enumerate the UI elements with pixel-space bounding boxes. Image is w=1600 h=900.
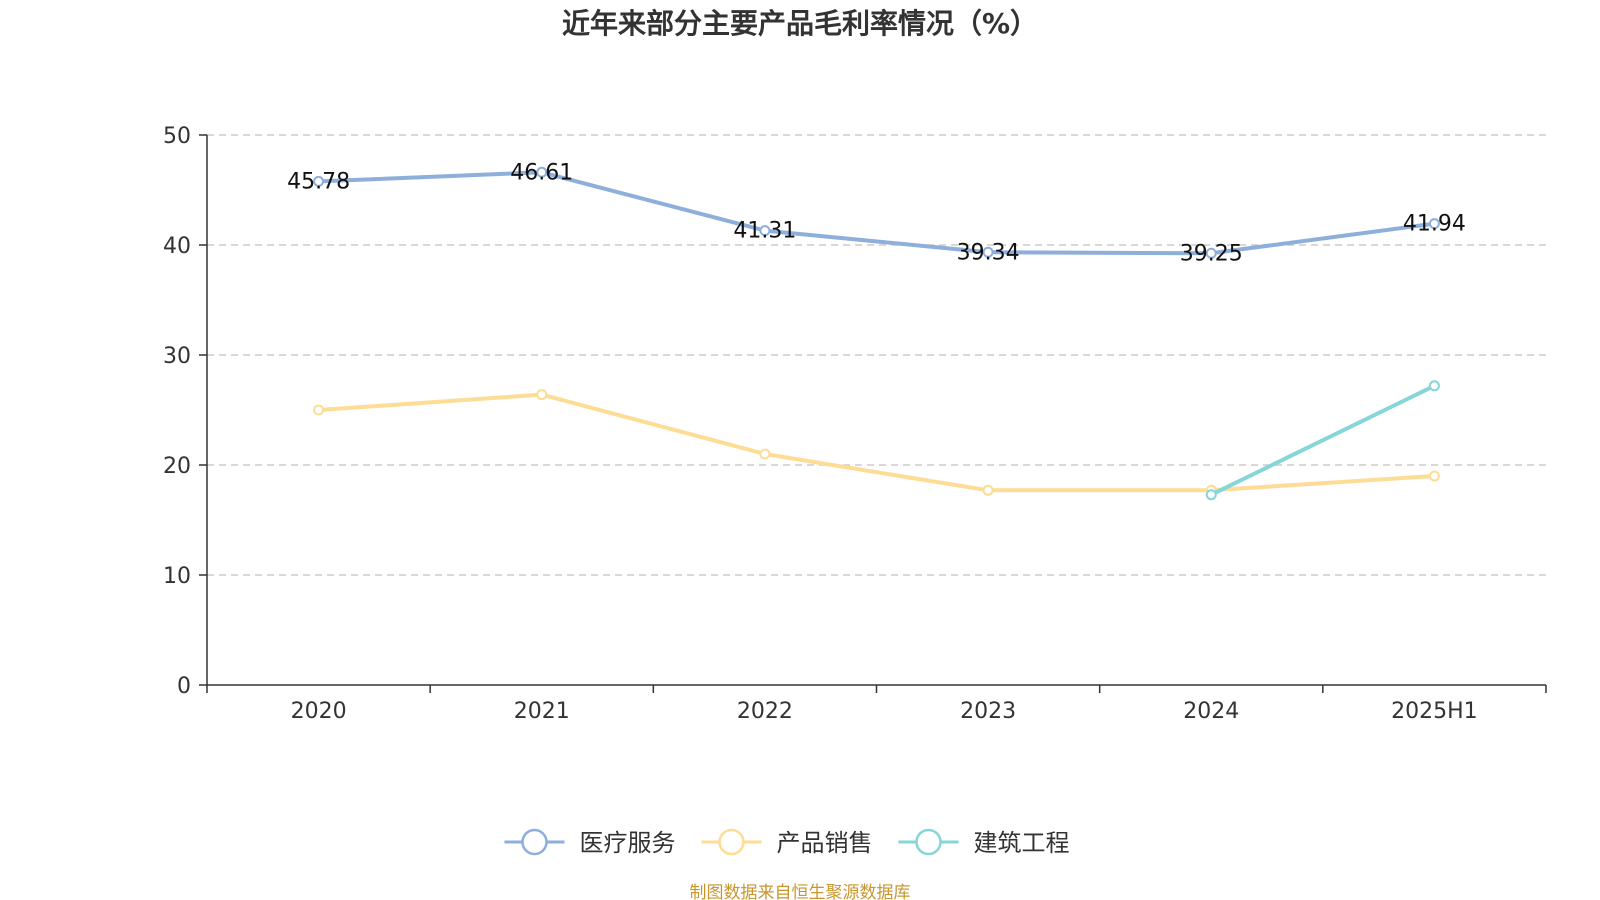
legend[interactable]: 医疗服务 产品销售 建筑工程 (504, 828, 1070, 857)
series-2 (313, 389, 1440, 496)
legend-label: 产品销售 (777, 829, 873, 857)
y-tick-label: 30 (163, 344, 191, 369)
source-note: 制图数据来自恒生聚源数据库 (690, 883, 911, 900)
data-label: 41.94 (1403, 212, 1466, 237)
y-tick-label: 50 (163, 124, 191, 149)
data-point[interactable] (1205, 489, 1217, 501)
data-point[interactable] (536, 166, 548, 178)
x-tick-label: 2021 (514, 699, 570, 724)
data-label: 39.25 (1180, 241, 1243, 266)
y-tick-label: 0 (177, 674, 191, 699)
series-lines (313, 166, 1440, 501)
series-line (316, 170, 1437, 256)
x-tick-label: 2023 (960, 699, 1016, 724)
data-point[interactable] (759, 225, 771, 237)
x-tick-label: 2022 (737, 699, 793, 724)
data-point[interactable] (1428, 380, 1440, 392)
series-3 (1205, 380, 1440, 501)
legend-label: 建筑工程 (974, 829, 1070, 857)
legend-item-3[interactable]: 建筑工程 (898, 828, 1070, 857)
x-tick-label: 2025H1 (1391, 699, 1478, 724)
legend-marker (521, 828, 548, 856)
chart-title: 近年来部分主要产品毛利率情况（%） (562, 7, 1038, 40)
x-tick-label: 2024 (1183, 699, 1239, 724)
data-label: 39.34 (957, 240, 1020, 265)
data-point[interactable] (1428, 470, 1440, 482)
data-point[interactable] (313, 175, 325, 187)
data-label: 46.61 (510, 160, 573, 185)
series-line (1209, 383, 1437, 497)
data-point[interactable] (536, 389, 548, 401)
y-tick-label: 10 (163, 564, 191, 589)
legend-label: 医疗服务 (580, 829, 676, 857)
series-1 (313, 166, 1440, 259)
data-point[interactable] (313, 404, 325, 416)
data-point[interactable] (1428, 218, 1440, 230)
data-label: 45.78 (287, 169, 350, 194)
data-point[interactable] (1205, 247, 1217, 259)
y-tick-label: 40 (163, 234, 191, 259)
legend-item-2[interactable]: 产品销售 (701, 828, 873, 857)
x-tick-label: 2020 (291, 699, 347, 724)
data-labels: 45.78 46.61 41.31 39.34 39.25 41.94 (287, 160, 1466, 266)
legend-marker (718, 828, 745, 856)
data-point[interactable] (982, 484, 994, 496)
data-point[interactable] (982, 246, 994, 258)
grid-lines (207, 134, 1546, 576)
legend-marker (915, 828, 942, 856)
y-tick-label: 20 (163, 454, 191, 479)
legend-item-1[interactable]: 医疗服务 (504, 828, 676, 857)
data-label: 41.31 (733, 219, 796, 244)
series-line (316, 392, 1437, 493)
axes: 0 10 20 30 40 50 2020 2021 2022 2023 2024 2025H1 (163, 124, 1547, 724)
data-point[interactable] (759, 448, 771, 460)
